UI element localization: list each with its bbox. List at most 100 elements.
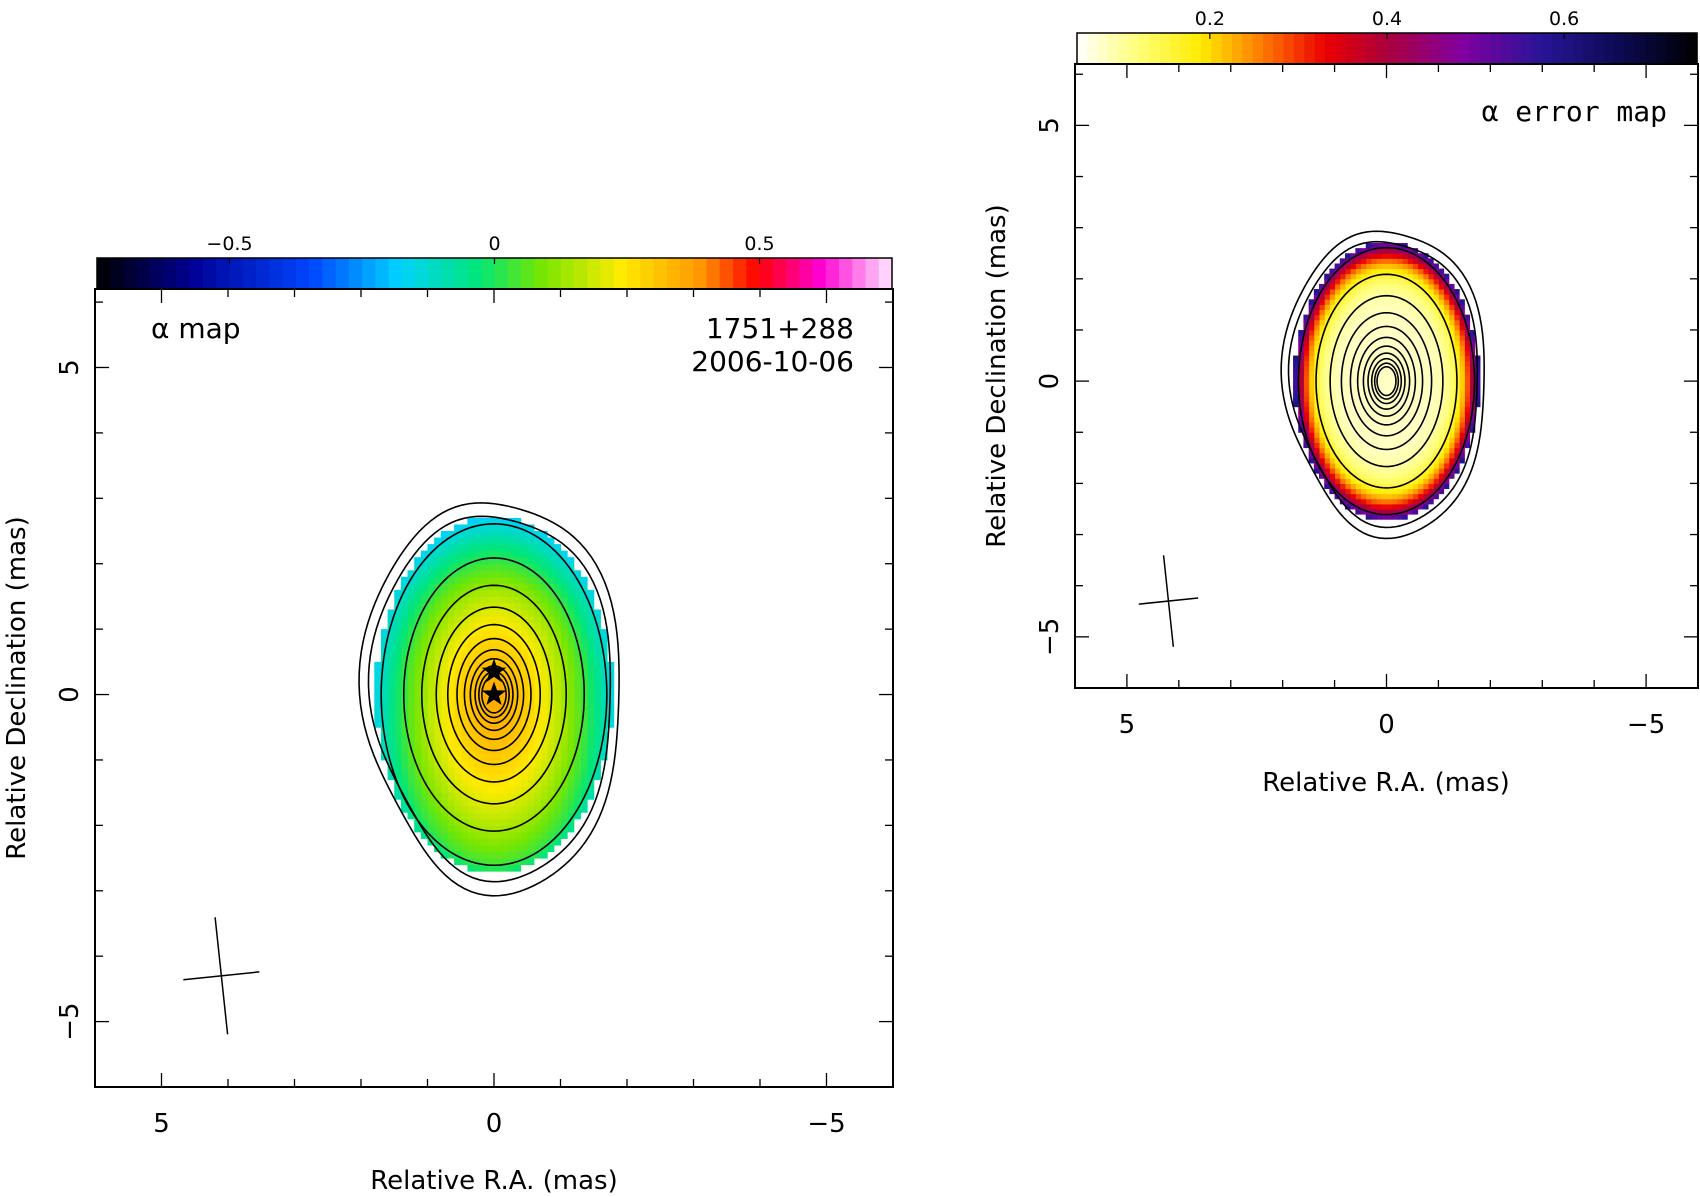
heatmap-pixel [487, 792, 495, 800]
heatmap-pixel [400, 786, 409, 794]
heatmap-pixel [394, 629, 402, 637]
heatmap-pixel [1355, 329, 1362, 336]
heatmap-pixel [1443, 340, 1450, 346]
heatmap-pixel [1365, 243, 1372, 249]
heatmap-pixel [434, 694, 442, 702]
heatmap-pixel [460, 753, 468, 761]
heatmap-pixel [1417, 314, 1424, 321]
heatmap-pixel [1365, 319, 1372, 326]
heatmap-pixel [1459, 304, 1465, 310]
heatmap-pixel [494, 733, 502, 741]
heatmap-pixel [580, 609, 588, 617]
heatmap-pixel [1402, 319, 1408, 326]
heatmap-pixel [553, 655, 561, 663]
heatmap-pixel [1313, 462, 1320, 469]
heatmap-pixel [1407, 253, 1413, 259]
heatmap-pixel [460, 544, 468, 552]
heatmap-pixel [1422, 360, 1429, 367]
heatmap-pixel [1370, 437, 1377, 443]
heatmap-pixel [500, 740, 508, 748]
alpha-map-panel: −0.5 0 0.5 5 0 −5 50−5 α map 1751+288 2006-1… [2, 233, 894, 1196]
heatmap-pixel [1329, 278, 1336, 285]
heatmap-pixel [427, 609, 435, 617]
heatmap-pixel [1319, 381, 1325, 387]
heatmap-pixel [500, 727, 508, 735]
heatmap-pixel [1329, 268, 1336, 275]
heatmap-pixel [1334, 462, 1341, 469]
heatmap-pixel [1355, 468, 1362, 474]
heatmap-pixel [1391, 427, 1398, 433]
heatmap-pixel [487, 557, 495, 565]
heatmap-pixel [540, 786, 548, 794]
heatmap-pixel [474, 707, 482, 715]
heatmap-pixel [1402, 263, 1408, 270]
heatmap-pixel [1402, 488, 1408, 495]
heatmap-pixel [1464, 360, 1471, 367]
heatmap-pixel [520, 858, 528, 866]
heatmap-pixel [460, 727, 468, 735]
heatmap-pixel [427, 648, 435, 656]
heatmap-pixel [540, 570, 548, 578]
contour-line [1356, 336, 1417, 426]
heatmap-pixel [1339, 355, 1346, 362]
heatmap-pixel [1396, 309, 1403, 316]
heatmap-pixel [1324, 335, 1330, 341]
heatmap-pixel [454, 818, 462, 826]
heatmap-pixel [1370, 422, 1377, 428]
heatmap-pixel [1381, 243, 1387, 249]
heatmap-pixel [1360, 411, 1367, 418]
heatmap-pixel [587, 786, 595, 794]
heatmap-pixel [1370, 478, 1377, 484]
heatmap-pixel [507, 812, 515, 820]
heatmap-pixel [527, 668, 535, 676]
heatmap-pixel [467, 740, 475, 748]
heatmap-pixel [1370, 386, 1377, 392]
heatmap-pixel [1412, 406, 1419, 413]
heatmap-pixel [420, 759, 428, 767]
heatmap-pixel [494, 642, 502, 650]
heatmap-pixel [533, 844, 542, 853]
heatmap-pixel [480, 825, 488, 833]
heatmap-pixel [1360, 498, 1367, 505]
heatmap-pixel [527, 740, 535, 748]
heatmap-pixel [440, 746, 448, 754]
heatmap-pixel [1313, 432, 1320, 438]
heatmap-pixel [1386, 278, 1393, 285]
heatmap-pixel [560, 707, 568, 715]
heatmap-pixel [1453, 447, 1460, 454]
heatmap-pixel [547, 570, 555, 578]
heatmap-pixel [1396, 304, 1403, 310]
heatmap-pixel [427, 727, 435, 735]
heatmap-pixel [1402, 314, 1408, 321]
heatmap-pixel [1402, 299, 1408, 305]
heatmap-pixel [580, 629, 588, 637]
heatmap-pixel [414, 694, 422, 702]
heatmap-pixel [487, 825, 495, 833]
heatmap-pixel [507, 766, 515, 774]
heatmap-pixel [1319, 350, 1325, 357]
heatmap-pixel [474, 714, 482, 722]
heatmap-pixel [400, 642, 409, 650]
heatmap-pixel [447, 792, 455, 800]
heatmap-pixel [587, 655, 595, 663]
heatmap-pixel [1453, 396, 1460, 403]
heatmap-pixel [487, 563, 495, 571]
heatmap-pixel [1376, 319, 1382, 326]
heatmap-pixel [547, 661, 555, 669]
heatmap-pixel [1422, 416, 1429, 423]
heatmap-pixel [1360, 299, 1367, 305]
heatmap-pixel [520, 681, 528, 689]
colorbar-segment [1294, 33, 1305, 64]
heatmap-pixel [520, 550, 528, 558]
heatmap-pixel [1376, 422, 1382, 428]
heatmap-pixel [467, 799, 475, 807]
contour-line [1349, 325, 1424, 437]
heatmap-pixel [567, 596, 575, 604]
heatmap-pixel [1370, 324, 1377, 331]
heatmap-pixel [1407, 493, 1413, 500]
heatmap-pixel [400, 766, 409, 774]
heatmap-pixel [520, 655, 528, 663]
heatmap-pixel [1350, 391, 1356, 397]
heatmap-pixel [1417, 381, 1424, 387]
heatmap-pixel [1313, 411, 1320, 418]
